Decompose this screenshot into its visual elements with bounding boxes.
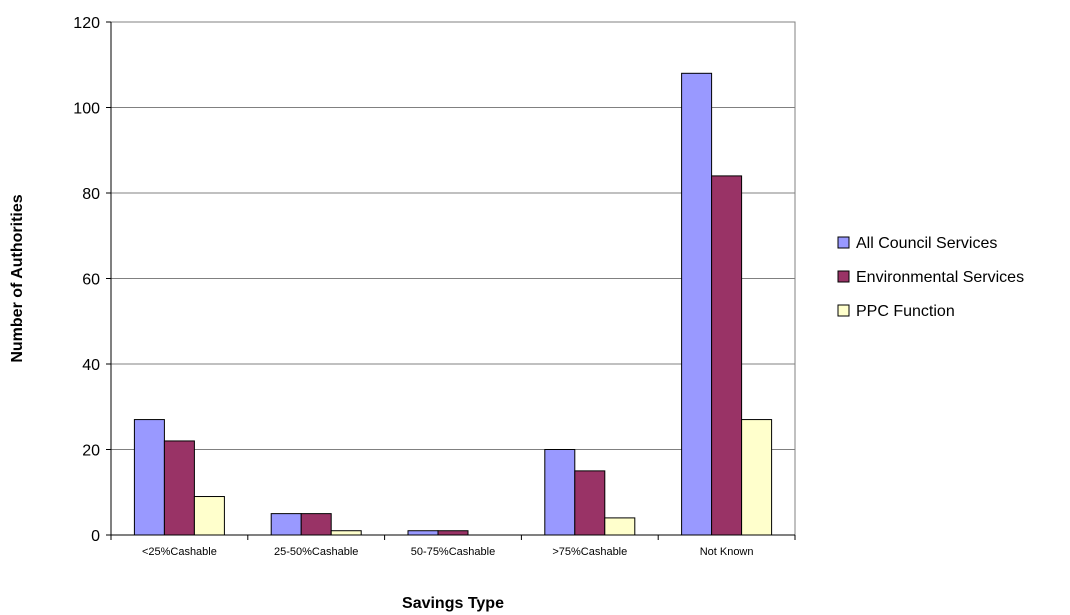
- y-axis-title: Number of Authorities: [9, 194, 26, 362]
- y-tick-label: 20: [82, 443, 100, 460]
- bar: [407, 530, 439, 536]
- bar: [574, 470, 606, 536]
- bars: [133, 72, 773, 536]
- bar: [711, 175, 743, 536]
- bar: [300, 513, 332, 536]
- x-tick-label: Not Known: [700, 546, 754, 558]
- legend-label: Environmental Services: [856, 269, 1024, 286]
- bar: [681, 72, 713, 536]
- x-tick-label: 50-75%Cashable: [411, 546, 495, 558]
- y-ticks: 0 20 40 60 80 100 120: [73, 15, 111, 545]
- x-tick-label: 25-50%Cashable: [274, 546, 358, 558]
- y-tick-label: 0: [91, 528, 100, 545]
- x-tick-label: <25%Cashable: [142, 546, 217, 558]
- bar: [163, 440, 195, 536]
- bar: [193, 496, 225, 536]
- bar: [330, 530, 362, 536]
- legend: All Council Services Environmental Servic…: [837, 235, 1024, 320]
- bar: [741, 419, 773, 536]
- bar: [133, 419, 165, 536]
- y-tick-label: 80: [82, 186, 100, 203]
- legend-swatch: [837, 236, 850, 249]
- legend-swatch: [837, 304, 850, 317]
- legend-label: PPC Function: [856, 303, 955, 320]
- bar: [544, 449, 576, 536]
- bar: [270, 513, 302, 536]
- x-axis-title: Savings Type: [402, 595, 504, 612]
- legend-swatch: [837, 270, 850, 283]
- x-tick-label: >75%Cashable: [552, 546, 627, 558]
- x-ticks: <25%Cashable 25-50%Cashable 50-75%Cashable…: [110, 535, 796, 558]
- bar: [604, 517, 636, 536]
- bar: [437, 530, 469, 536]
- y-tick-label: 120: [73, 15, 100, 32]
- legend-label: All Council Services: [856, 235, 997, 252]
- y-tick-label: 100: [73, 101, 100, 118]
- y-tick-label: 60: [82, 272, 100, 289]
- y-tick-label: 40: [82, 357, 100, 374]
